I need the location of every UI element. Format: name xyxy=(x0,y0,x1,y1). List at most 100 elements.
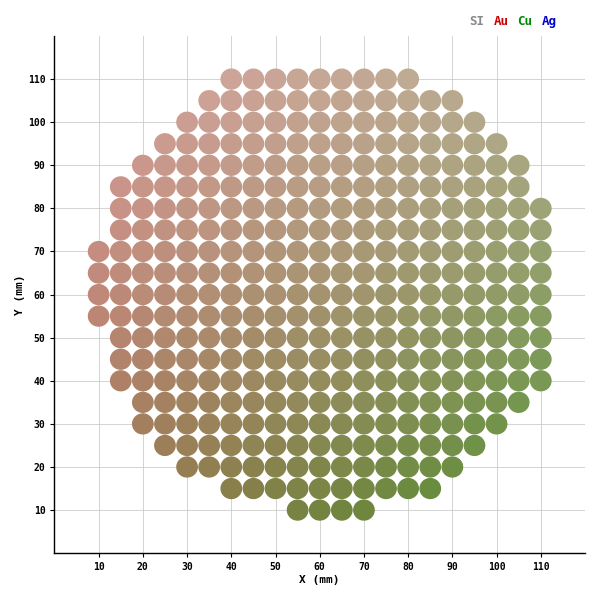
Circle shape xyxy=(199,436,220,455)
Circle shape xyxy=(221,284,241,305)
Circle shape xyxy=(287,134,308,154)
Circle shape xyxy=(287,112,308,132)
Circle shape xyxy=(243,112,263,132)
Circle shape xyxy=(376,155,396,175)
Circle shape xyxy=(243,306,263,326)
Circle shape xyxy=(332,91,352,110)
Circle shape xyxy=(177,414,197,434)
Circle shape xyxy=(464,134,485,154)
Circle shape xyxy=(177,457,197,477)
Circle shape xyxy=(287,69,308,89)
Circle shape xyxy=(509,328,529,347)
Circle shape xyxy=(509,177,529,197)
Circle shape xyxy=(442,392,463,412)
Circle shape xyxy=(177,392,197,412)
Circle shape xyxy=(287,371,308,391)
Circle shape xyxy=(133,199,153,218)
Circle shape xyxy=(530,371,551,391)
Circle shape xyxy=(221,155,241,175)
Circle shape xyxy=(530,328,551,347)
Circle shape xyxy=(376,199,396,218)
Circle shape xyxy=(243,436,263,455)
Circle shape xyxy=(332,69,352,89)
Circle shape xyxy=(487,242,507,262)
Circle shape xyxy=(88,263,109,283)
Circle shape xyxy=(110,306,131,326)
Circle shape xyxy=(155,155,175,175)
Text: Ag: Ag xyxy=(542,15,557,28)
Circle shape xyxy=(420,112,440,132)
Circle shape xyxy=(420,414,440,434)
Circle shape xyxy=(487,155,507,175)
Circle shape xyxy=(398,69,418,89)
Circle shape xyxy=(287,242,308,262)
Circle shape xyxy=(442,457,463,477)
Circle shape xyxy=(376,112,396,132)
Circle shape xyxy=(287,414,308,434)
Circle shape xyxy=(354,220,374,240)
Circle shape xyxy=(487,349,507,369)
Circle shape xyxy=(354,349,374,369)
Circle shape xyxy=(464,177,485,197)
Circle shape xyxy=(442,349,463,369)
Circle shape xyxy=(265,457,286,477)
Circle shape xyxy=(332,306,352,326)
Circle shape xyxy=(332,220,352,240)
Circle shape xyxy=(287,479,308,499)
Circle shape xyxy=(354,263,374,283)
Circle shape xyxy=(376,263,396,283)
Circle shape xyxy=(420,242,440,262)
Circle shape xyxy=(287,349,308,369)
Circle shape xyxy=(287,457,308,477)
Circle shape xyxy=(221,436,241,455)
Circle shape xyxy=(464,306,485,326)
Circle shape xyxy=(265,306,286,326)
Circle shape xyxy=(110,284,131,305)
Circle shape xyxy=(199,155,220,175)
Circle shape xyxy=(88,306,109,326)
Circle shape xyxy=(354,479,374,499)
Circle shape xyxy=(442,436,463,455)
Circle shape xyxy=(221,414,241,434)
Circle shape xyxy=(199,457,220,477)
Circle shape xyxy=(398,177,418,197)
Circle shape xyxy=(310,91,330,110)
Circle shape xyxy=(464,242,485,262)
Circle shape xyxy=(420,436,440,455)
Circle shape xyxy=(155,284,175,305)
Circle shape xyxy=(442,242,463,262)
Circle shape xyxy=(442,177,463,197)
Circle shape xyxy=(243,69,263,89)
Circle shape xyxy=(199,392,220,412)
Circle shape xyxy=(464,284,485,305)
Circle shape xyxy=(199,91,220,110)
Circle shape xyxy=(310,371,330,391)
Circle shape xyxy=(376,91,396,110)
Circle shape xyxy=(287,328,308,347)
Circle shape xyxy=(442,328,463,347)
Circle shape xyxy=(133,306,153,326)
Circle shape xyxy=(287,220,308,240)
Circle shape xyxy=(420,220,440,240)
Circle shape xyxy=(265,436,286,455)
Circle shape xyxy=(287,392,308,412)
Circle shape xyxy=(155,134,175,154)
Circle shape xyxy=(88,284,109,305)
Circle shape xyxy=(221,457,241,477)
Circle shape xyxy=(243,414,263,434)
Circle shape xyxy=(310,284,330,305)
Circle shape xyxy=(199,134,220,154)
Circle shape xyxy=(332,242,352,262)
Circle shape xyxy=(530,199,551,218)
Circle shape xyxy=(177,112,197,132)
Circle shape xyxy=(155,220,175,240)
Circle shape xyxy=(420,479,440,499)
Circle shape xyxy=(310,328,330,347)
Circle shape xyxy=(243,134,263,154)
Circle shape xyxy=(376,134,396,154)
Circle shape xyxy=(287,436,308,455)
Circle shape xyxy=(332,155,352,175)
Circle shape xyxy=(398,349,418,369)
Circle shape xyxy=(354,177,374,197)
Circle shape xyxy=(221,112,241,132)
